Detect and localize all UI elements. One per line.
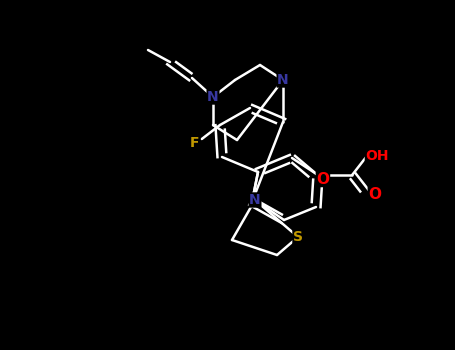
Text: N: N — [277, 73, 289, 87]
Text: O: O — [316, 172, 329, 187]
Text: S: S — [293, 230, 303, 244]
Text: OH: OH — [365, 149, 389, 163]
Text: N: N — [249, 193, 261, 207]
Text: F: F — [190, 135, 200, 149]
Text: O: O — [369, 187, 381, 202]
Text: N: N — [207, 90, 219, 104]
